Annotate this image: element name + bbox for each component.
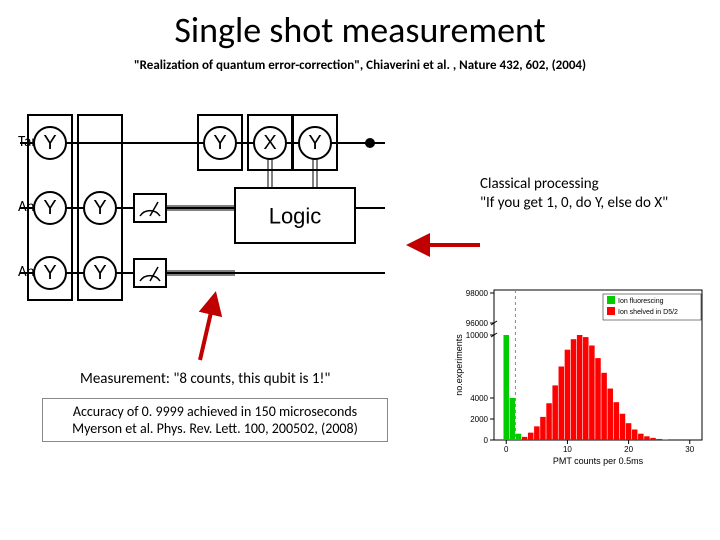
- classical-line2: "If you get 1, 0, do Y, else do X": [480, 194, 668, 213]
- citation-text: "Realization of quantum error-correction…: [0, 58, 720, 73]
- classical-line1: Classical processing: [480, 175, 668, 194]
- quantum-circuit-diagram: Y Y Y Y Y Y X Y Logic: [20, 100, 390, 310]
- svg-text:Y: Y: [43, 197, 56, 219]
- svg-text:30: 30: [685, 445, 694, 454]
- svg-text:10000: 10000: [466, 331, 489, 340]
- pmt-histogram: 0 10 20 30 0 2000 4000 10000 96000 98000 PMT count…: [452, 278, 707, 468]
- svg-text:2000: 2000: [470, 415, 488, 424]
- svg-text:Y: Y: [93, 197, 106, 219]
- accuracy-line2: Myerson et al. Phys. Rev. Lett. 100, 200…: [51, 420, 379, 437]
- svg-text:Ion fluorescing: Ion fluorescing: [618, 298, 664, 305]
- svg-text:0: 0: [504, 445, 509, 454]
- svg-text:96000: 96000: [466, 319, 489, 328]
- svg-text:0: 0: [484, 436, 489, 445]
- accuracy-caption-box: Accuracy of 0. 9999 achieved in 150 micr…: [42, 398, 388, 442]
- svg-text:no.experiments: no.experiments: [454, 334, 464, 396]
- svg-text:PMT counts per 0.5ms: PMT counts per 0.5ms: [553, 456, 644, 466]
- svg-text:X: X: [263, 132, 276, 154]
- svg-text:4000: 4000: [470, 394, 488, 403]
- svg-text:Y: Y: [93, 262, 106, 284]
- svg-text:Y: Y: [308, 132, 321, 154]
- svg-text:Y: Y: [43, 132, 56, 154]
- accuracy-line1: Accuracy of 0. 9999 achieved in 150 micr…: [51, 403, 379, 420]
- measurement-annot: Measurement: "8 counts, this qubit is 1!…: [80, 370, 330, 389]
- svg-text:98000: 98000: [466, 289, 489, 298]
- svg-text:10: 10: [563, 445, 572, 454]
- svg-text:Ion shelved in D5/2: Ion shelved in D5/2: [618, 309, 678, 316]
- svg-text:Logic: Logic: [269, 204, 322, 229]
- classical-processing-annot: Classical processing "If you get 1, 0, d…: [480, 175, 668, 213]
- page-title: Single shot measurement: [0, 8, 720, 52]
- svg-text:Y: Y: [213, 132, 226, 154]
- svg-text:Y: Y: [43, 262, 56, 284]
- svg-text:20: 20: [624, 445, 633, 454]
